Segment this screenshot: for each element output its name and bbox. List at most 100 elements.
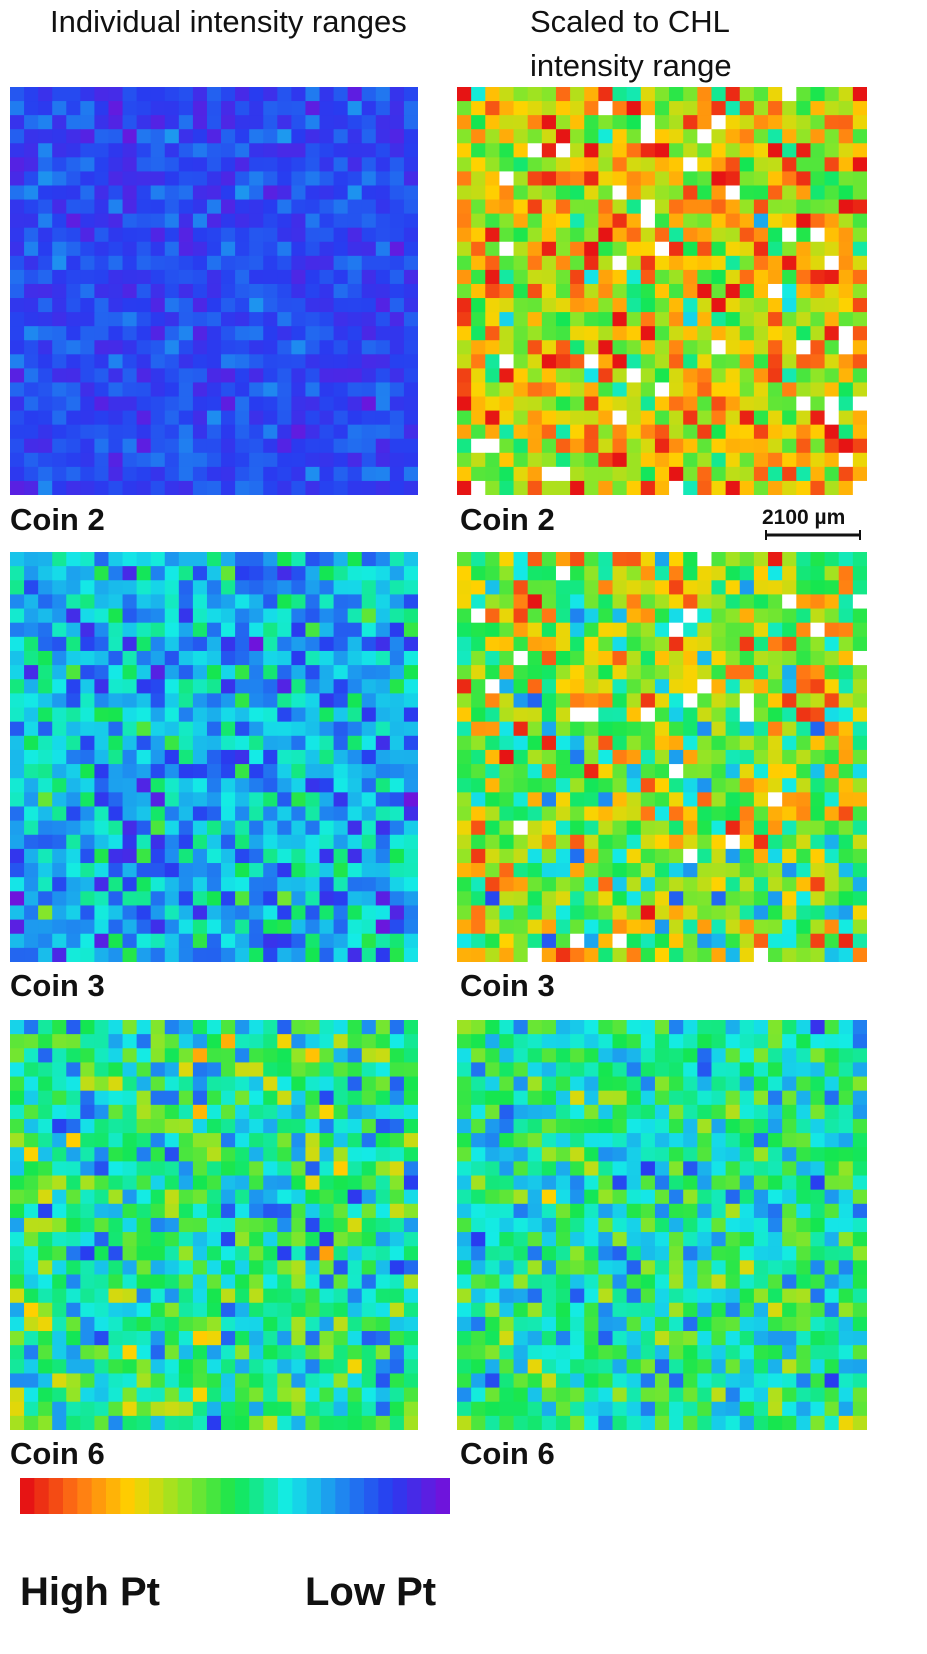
cell	[347, 1104, 363, 1120]
cell	[824, 1147, 840, 1162]
cell	[389, 721, 405, 737]
cell	[24, 707, 39, 723]
cell	[291, 424, 306, 440]
cell	[527, 1161, 543, 1177]
cell	[852, 1246, 867, 1261]
cell	[838, 1316, 854, 1332]
cell	[38, 1076, 53, 1092]
cell	[499, 269, 515, 285]
cell	[541, 143, 557, 158]
cell	[221, 863, 236, 878]
cell	[249, 424, 264, 440]
cell	[796, 1345, 811, 1360]
cell	[683, 863, 698, 878]
cell	[697, 594, 712, 610]
cell	[263, 1189, 278, 1205]
cell	[598, 552, 614, 567]
cell	[291, 580, 306, 595]
cell	[347, 87, 363, 102]
cell	[178, 919, 194, 935]
cell	[669, 778, 684, 793]
cell	[626, 1246, 642, 1261]
cell	[136, 1161, 152, 1177]
cell	[852, 1331, 867, 1346]
cell	[669, 707, 684, 723]
cell	[570, 1331, 585, 1346]
cell	[471, 480, 486, 495]
cell	[150, 1331, 166, 1346]
cell	[94, 650, 109, 666]
cell	[333, 1316, 349, 1332]
cell	[824, 199, 840, 215]
cell	[38, 1260, 53, 1275]
cell	[782, 115, 797, 130]
cell	[626, 1387, 642, 1403]
cell	[206, 679, 222, 694]
cell	[725, 354, 741, 369]
cell	[626, 552, 642, 567]
cell	[711, 820, 727, 836]
cell	[457, 863, 472, 878]
cell	[739, 1302, 755, 1318]
cell	[164, 382, 180, 398]
cell	[598, 778, 614, 793]
cell	[249, 764, 264, 779]
cell	[768, 241, 783, 257]
cell	[375, 171, 391, 186]
cell	[206, 1260, 222, 1275]
cell	[150, 1217, 166, 1233]
cell	[768, 227, 783, 243]
cell	[768, 101, 783, 116]
cell	[626, 354, 642, 369]
cell	[739, 749, 755, 765]
cell	[570, 143, 585, 158]
cell	[403, 87, 418, 102]
cell	[221, 1415, 236, 1430]
cell	[796, 1387, 811, 1403]
cell	[291, 1415, 306, 1430]
cell	[122, 693, 138, 709]
cell	[782, 552, 797, 567]
cell	[291, 143, 306, 158]
cell	[249, 227, 264, 243]
cell	[178, 594, 194, 610]
cell	[711, 438, 727, 454]
cell	[52, 340, 67, 355]
cell	[739, 227, 755, 243]
cell	[66, 227, 81, 243]
cell	[94, 1232, 109, 1247]
cell	[122, 1373, 138, 1389]
cell	[80, 566, 95, 581]
cell	[122, 143, 138, 158]
cell	[80, 143, 95, 158]
cell	[471, 1359, 486, 1374]
cell	[333, 848, 349, 864]
cell	[711, 185, 727, 201]
cell	[333, 480, 349, 495]
cell	[24, 1133, 39, 1148]
cell	[333, 735, 349, 751]
cell	[136, 157, 152, 172]
cell	[136, 1316, 152, 1332]
cell	[66, 919, 81, 935]
cell	[221, 1373, 236, 1389]
cell	[485, 1316, 500, 1332]
cell	[38, 340, 53, 355]
cell	[24, 1401, 39, 1417]
cell	[178, 1232, 194, 1247]
cell	[38, 792, 53, 807]
cell	[669, 566, 684, 581]
cell	[753, 1217, 769, 1233]
cell	[782, 466, 797, 482]
cell	[499, 608, 515, 624]
cell	[640, 721, 656, 737]
cell	[94, 707, 109, 723]
cell	[499, 213, 515, 229]
cell	[80, 1373, 95, 1389]
cell	[52, 580, 67, 595]
cell	[669, 749, 684, 765]
cell	[584, 466, 599, 482]
cell	[277, 410, 292, 426]
cell	[249, 1189, 264, 1205]
cell	[221, 1359, 236, 1374]
